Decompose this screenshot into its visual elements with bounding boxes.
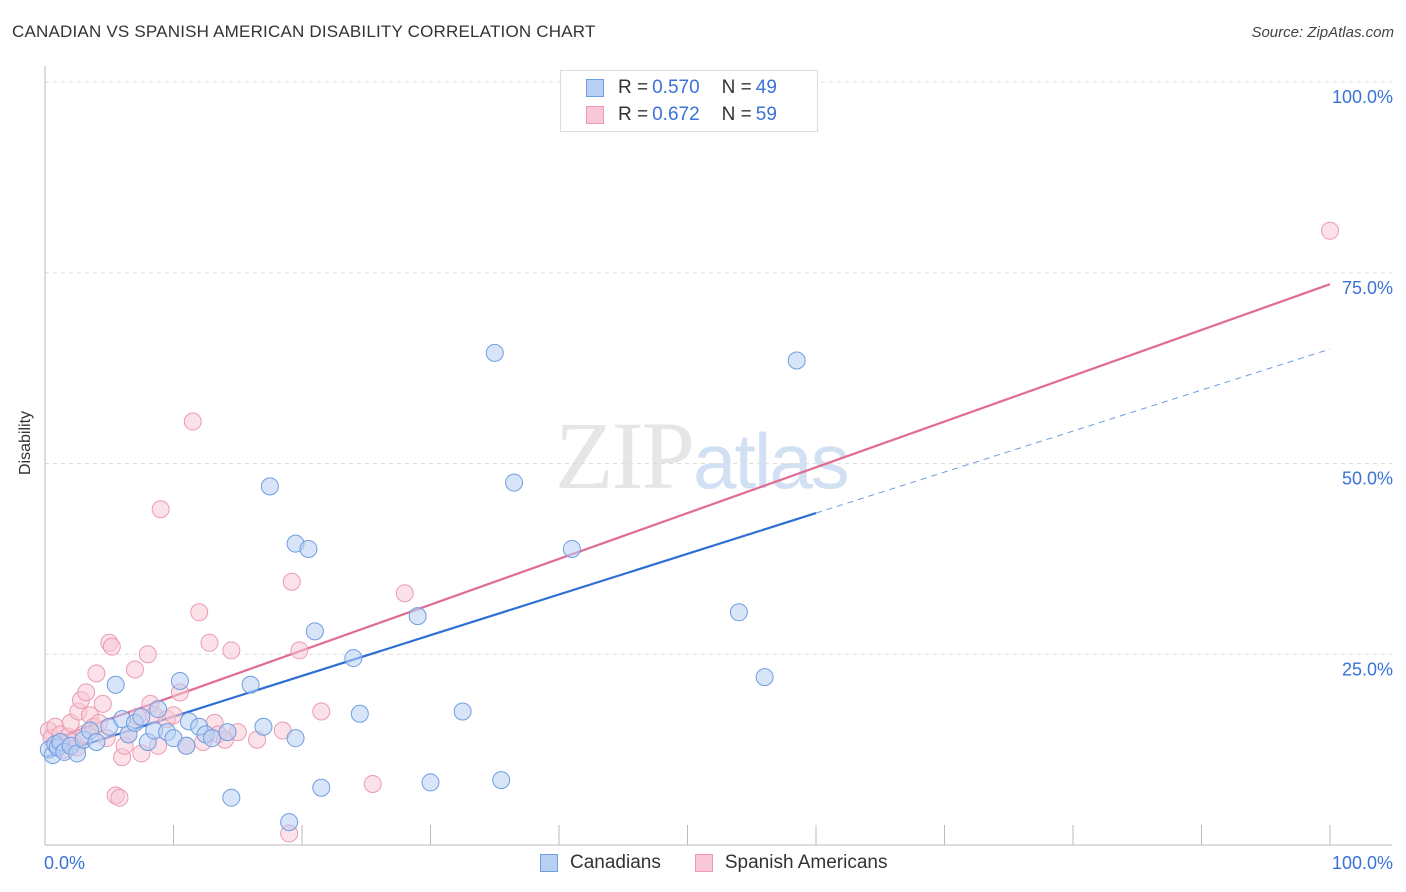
legend-row-canadians: R = 0.570 N = 49	[586, 76, 777, 100]
legend-n-label: N =	[721, 77, 752, 98]
chart-title: CANADIAN VS SPANISH AMERICAN DISABILITY …	[12, 22, 596, 41]
trend-extension-canadians	[815, 348, 1331, 514]
point-spanish-americans	[395, 584, 414, 603]
point-canadians	[203, 729, 222, 748]
source-label: Source: ZipAtlas.com	[1251, 24, 1394, 41]
y-tick-label: 50.0%	[1342, 469, 1393, 489]
point-spanish-americans	[87, 664, 106, 683]
legend-n-value: 59	[755, 104, 777, 125]
axes	[44, 66, 1392, 846]
legend-r-label: R =	[618, 77, 649, 98]
trend-lines	[44, 283, 1331, 759]
point-spanish-americans	[77, 683, 96, 702]
tick-labels: 25.0% 50.0% 75.0% 100.0% 0.0% 100.0%	[44, 87, 1393, 873]
point-canadians	[350, 704, 369, 723]
point-canadians	[729, 603, 748, 622]
point-spanish-americans	[164, 706, 183, 725]
point-spanish-americans	[1321, 221, 1339, 240]
point-canadians	[177, 736, 196, 755]
x-tick-label-max: 100.0%	[1332, 853, 1393, 873]
point-spanish-americans	[138, 645, 157, 664]
point-canadians	[87, 732, 106, 751]
legend-r-value: 0.570	[652, 77, 700, 98]
point-spanish-americans	[183, 412, 202, 431]
point-canadians	[286, 729, 305, 748]
point-canadians	[505, 473, 524, 492]
y-tick-label: 25.0%	[1342, 659, 1393, 679]
correlation-legend: R = 0.570 N = 49 R = 0.672 N = 59	[560, 70, 818, 132]
point-spanish-americans	[363, 774, 382, 793]
point-canadians	[241, 675, 260, 694]
point-canadians	[305, 622, 324, 641]
point-spanish-americans	[282, 572, 301, 591]
point-canadians	[260, 477, 279, 496]
watermark-atlas: atlas	[693, 417, 850, 505]
point-canadians	[106, 675, 125, 694]
point-canadians	[344, 649, 363, 668]
point-spanish-americans	[93, 694, 112, 713]
legend-label-canadians: Canadians	[570, 852, 661, 873]
watermark: ZIPatlas	[555, 400, 850, 511]
legend-n-label: N =	[721, 104, 752, 125]
point-canadians	[408, 607, 427, 626]
series-legend: Canadians Spanish Americans	[540, 852, 922, 874]
point-spanish-americans	[290, 641, 309, 660]
point-canadians	[562, 539, 581, 558]
data-points	[39, 221, 1339, 843]
point-canadians	[254, 717, 273, 736]
point-canadians	[421, 773, 440, 792]
x-tick-label-min: 0.0%	[44, 853, 85, 873]
point-spanish-americans	[190, 603, 209, 622]
point-canadians	[218, 723, 237, 742]
legend-label-spanish-americans: Spanish Americans	[724, 852, 888, 873]
point-spanish-americans	[125, 660, 144, 679]
legend-swatch-canadians	[540, 854, 558, 872]
point-canadians	[132, 707, 151, 726]
y-tick-label: 100.0%	[1332, 87, 1393, 107]
trend-line-spanish-americans	[44, 283, 1331, 744]
point-spanish-americans	[222, 641, 241, 660]
point-spanish-americans	[102, 637, 121, 656]
gridlines	[45, 81, 1392, 655]
point-canadians	[170, 671, 189, 690]
y-tick-label: 75.0%	[1342, 278, 1393, 298]
point-canadians	[149, 700, 168, 719]
legend-swatch-spanish-americans	[586, 106, 604, 124]
point-canadians	[312, 778, 331, 797]
legend-item-spanish-americans[interactable]: Spanish Americans	[694, 852, 888, 874]
legend-swatch-spanish-americans	[694, 854, 713, 872]
legend-item-canadians[interactable]: Canadians	[540, 852, 661, 874]
point-canadians	[492, 771, 511, 790]
point-canadians	[280, 813, 299, 832]
point-spanish-americans	[151, 500, 170, 519]
legend-swatch-canadians	[586, 79, 604, 97]
point-spanish-americans	[110, 788, 129, 807]
watermark-zip: ZIP	[555, 402, 695, 509]
legend-r-label: R =	[618, 104, 649, 125]
point-canadians	[787, 351, 806, 370]
point-canadians	[222, 788, 241, 807]
point-canadians	[755, 668, 774, 687]
point-spanish-americans	[312, 702, 331, 721]
point-canadians	[485, 343, 504, 362]
point-canadians	[453, 702, 472, 721]
legend-r-value: 0.672	[652, 104, 700, 125]
point-canadians	[299, 539, 318, 558]
legend-n-value: 49	[755, 77, 777, 98]
point-spanish-americans	[200, 633, 219, 652]
legend-row-spanish-americans: R = 0.672 N = 59	[586, 103, 777, 127]
